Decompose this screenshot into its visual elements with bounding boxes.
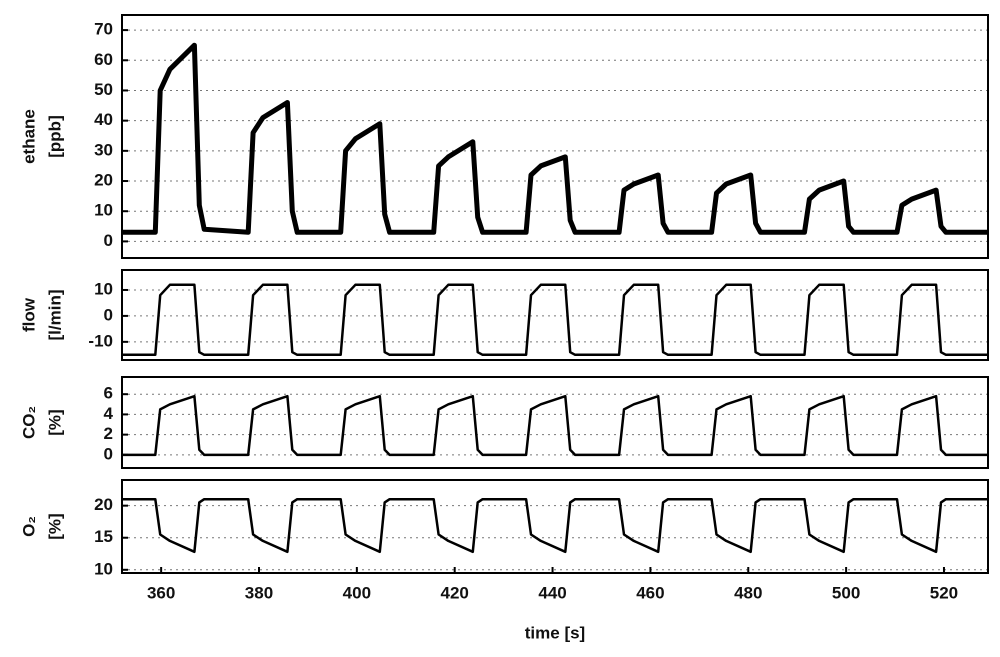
y-tick-label: 2 bbox=[104, 424, 113, 443]
x-tick-label: 420 bbox=[441, 583, 469, 602]
y-axis-label: flow bbox=[19, 297, 38, 332]
y-tick-label: 30 bbox=[94, 140, 113, 159]
x-tick-label: 380 bbox=[245, 583, 273, 602]
data-line bbox=[122, 283, 988, 357]
y-tick-label: 10 bbox=[94, 201, 113, 220]
y-axis-label: O₂ bbox=[19, 516, 38, 537]
y-axis-label: CO₂ bbox=[19, 406, 38, 439]
x-tick-label: 480 bbox=[734, 583, 762, 602]
y-tick-label: 60 bbox=[94, 50, 113, 69]
y-tick-label: 0 bbox=[104, 444, 113, 463]
y-axis-unit: [%] bbox=[45, 513, 64, 539]
plot-frame bbox=[121, 14, 989, 259]
x-tick-label: 520 bbox=[930, 583, 958, 602]
y-tick-label: 10 bbox=[94, 559, 113, 578]
y-tick-label: 20 bbox=[94, 171, 113, 190]
y-tick-label: 20 bbox=[94, 495, 113, 514]
y-tick-label: 4 bbox=[104, 404, 114, 423]
y-axis-unit: [ppb] bbox=[45, 115, 64, 157]
x-tick-label: 360 bbox=[147, 583, 175, 602]
x-axis-label: time [s] bbox=[525, 623, 585, 642]
y-tick-label: -10 bbox=[88, 331, 113, 350]
data-line bbox=[122, 394, 988, 457]
x-tick-label: 400 bbox=[343, 583, 371, 602]
x-tick-label: 460 bbox=[636, 583, 664, 602]
y-axis-unit: [l/min] bbox=[45, 290, 64, 341]
plot-frame bbox=[121, 269, 989, 361]
y-tick-label: 0 bbox=[104, 231, 113, 250]
plot-frame bbox=[121, 479, 989, 574]
y-tick-label: 0 bbox=[104, 305, 113, 324]
y-tick-label: 10 bbox=[94, 279, 113, 298]
data-line bbox=[122, 42, 988, 235]
x-tick-label: 500 bbox=[832, 583, 860, 602]
y-axis-label: ethane bbox=[19, 109, 38, 164]
y-tick-label: 70 bbox=[94, 20, 113, 39]
y-tick-label: 15 bbox=[94, 527, 113, 546]
data-line bbox=[122, 497, 988, 554]
y-tick-label: 6 bbox=[104, 384, 113, 403]
y-tick-label: 40 bbox=[94, 110, 113, 129]
y-tick-label: 50 bbox=[94, 80, 113, 99]
x-tick-label: 440 bbox=[538, 583, 566, 602]
y-axis-unit: [%] bbox=[45, 409, 64, 435]
plot-frame bbox=[121, 376, 989, 469]
